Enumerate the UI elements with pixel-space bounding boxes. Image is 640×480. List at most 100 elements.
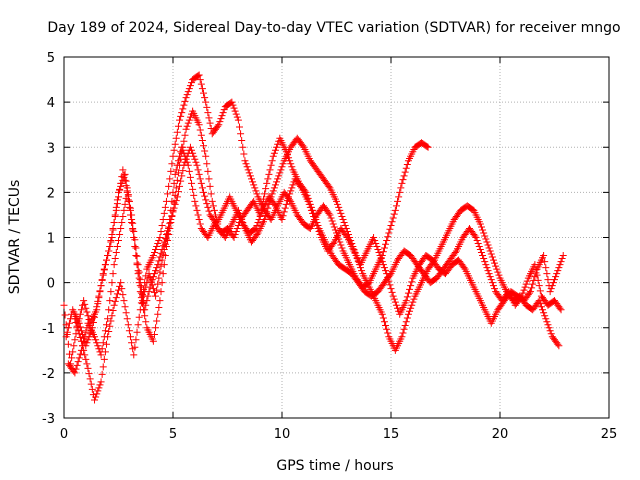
data-point	[252, 224, 260, 232]
data-point	[100, 266, 108, 274]
data-point	[153, 286, 161, 294]
data-point	[230, 104, 238, 112]
data-point	[494, 268, 502, 276]
data-point	[486, 247, 494, 255]
data-point	[174, 122, 182, 130]
data-point	[178, 172, 186, 180]
data-point	[137, 294, 145, 302]
data-point	[334, 200, 342, 208]
data-point	[382, 240, 390, 248]
data-point	[243, 163, 251, 171]
data-point	[476, 220, 484, 228]
data-point	[88, 385, 96, 393]
data-point	[173, 128, 181, 136]
data-point	[399, 329, 407, 337]
data-point	[196, 76, 204, 84]
data-point	[122, 309, 130, 317]
data-points	[60, 71, 567, 404]
data-point	[198, 85, 206, 93]
data-point	[207, 190, 215, 198]
data-point	[495, 271, 503, 279]
data-point	[238, 136, 246, 144]
data-point	[194, 211, 202, 219]
data-point	[253, 230, 261, 238]
data-point	[161, 203, 169, 211]
data-point	[548, 282, 556, 290]
data-point	[474, 240, 482, 248]
data-point	[161, 252, 169, 260]
data-point	[83, 308, 91, 316]
data-point	[141, 312, 149, 320]
data-point	[273, 178, 281, 186]
data-point	[241, 157, 249, 165]
data-point	[384, 273, 392, 281]
data-point	[410, 295, 418, 303]
data-point	[162, 197, 170, 205]
data-point	[120, 173, 128, 181]
data-point	[135, 268, 143, 276]
data-point	[487, 276, 495, 284]
data-point	[180, 137, 188, 145]
data-point	[159, 215, 167, 223]
data-point	[328, 217, 336, 225]
data-point	[164, 227, 172, 235]
data-point	[94, 387, 102, 395]
data-point	[100, 355, 108, 363]
data-point	[237, 130, 245, 138]
data-point	[471, 232, 479, 240]
y-axis-label: SDTVAR / TECUs	[7, 180, 23, 295]
data-point	[167, 215, 175, 223]
data-point	[197, 131, 205, 139]
data-point	[555, 264, 563, 272]
data-point	[536, 300, 544, 308]
data-point	[148, 276, 156, 284]
data-point	[98, 370, 106, 378]
data-point	[277, 166, 285, 174]
data-point	[184, 88, 192, 96]
data-point	[379, 261, 387, 269]
data-point	[249, 178, 257, 186]
data-point	[192, 202, 200, 210]
data-point	[204, 167, 212, 175]
data-point	[549, 279, 557, 287]
data-point	[112, 294, 120, 302]
data-point	[337, 241, 345, 249]
data-point	[115, 237, 122, 245]
data-point	[154, 310, 162, 318]
data-point	[121, 303, 129, 311]
data-point	[157, 227, 165, 235]
data-point	[103, 321, 111, 329]
data-point	[480, 255, 488, 263]
data-point	[131, 236, 139, 244]
data-point	[386, 225, 394, 233]
data-point	[158, 279, 166, 287]
data-point	[532, 269, 540, 277]
data-point	[71, 369, 79, 377]
data-point	[488, 253, 496, 261]
data-point	[558, 255, 566, 263]
data-point	[335, 203, 343, 211]
data-point	[242, 160, 250, 168]
data-point	[130, 351, 138, 359]
data-point	[92, 393, 100, 401]
data-point	[135, 313, 143, 321]
data-point	[158, 246, 166, 254]
data-point	[186, 143, 194, 151]
data-point	[485, 270, 493, 278]
data-point	[373, 243, 381, 251]
data-point	[234, 116, 242, 124]
data-point	[67, 315, 75, 323]
data-point	[338, 244, 346, 252]
data-point	[161, 234, 169, 242]
data-point	[546, 327, 554, 335]
data-point	[128, 218, 136, 226]
data-point	[69, 348, 77, 356]
data-point	[183, 152, 191, 160]
data-point	[106, 297, 114, 305]
data-point	[403, 293, 411, 301]
data-point	[406, 285, 414, 293]
axis-ticks: 0 5 10 15 20 25 -3 -2 -1 0 1 2 3 4 5	[42, 51, 617, 442]
data-point	[263, 208, 271, 216]
data-point	[400, 325, 408, 333]
